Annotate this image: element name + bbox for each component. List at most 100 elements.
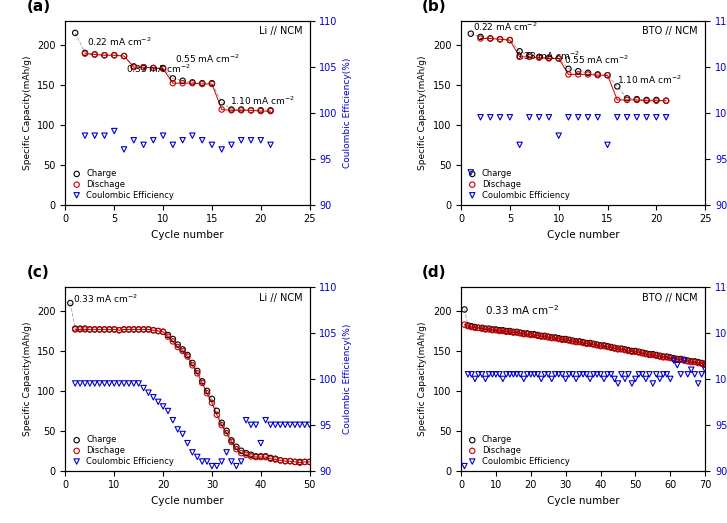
Coulombic Efficiency	[602, 141, 614, 149]
Text: (c): (c)	[26, 265, 49, 280]
Coulombic Efficiency	[511, 370, 523, 379]
Coulombic Efficiency	[631, 113, 643, 121]
Charge	[529, 330, 540, 338]
Dischage	[633, 348, 645, 357]
Dischage	[542, 333, 554, 342]
Dischage	[539, 333, 550, 341]
Dischage	[664, 354, 676, 362]
Charge	[591, 340, 603, 349]
Charge	[515, 328, 526, 337]
Coulombic Efficiency	[651, 370, 662, 379]
Charge	[206, 79, 218, 87]
Dischage	[612, 345, 624, 354]
Charge	[279, 457, 291, 465]
Charge	[518, 329, 529, 337]
Charge	[99, 325, 111, 334]
Charge	[469, 323, 481, 331]
Charge	[689, 357, 701, 366]
Charge	[668, 354, 680, 362]
Coulombic Efficiency	[563, 113, 574, 121]
Dischage	[475, 35, 486, 43]
Charge	[500, 327, 512, 335]
Coulombic Efficiency	[255, 439, 267, 447]
Dischage	[230, 445, 242, 453]
Coulombic Efficiency	[480, 374, 491, 383]
Coulombic Efficiency	[518, 374, 529, 383]
Coulombic Efficiency	[191, 453, 203, 461]
Dischage	[543, 54, 555, 63]
Dischage	[187, 361, 198, 370]
Coulombic Efficiency	[483, 370, 495, 379]
Dischage	[494, 35, 506, 43]
Dischage	[89, 50, 100, 59]
Coulombic Efficiency	[484, 113, 496, 121]
Charge	[465, 29, 477, 38]
Charge	[177, 345, 188, 354]
Text: Li // NCM: Li // NCM	[259, 293, 302, 303]
Charge	[196, 377, 208, 385]
Dischage	[148, 326, 159, 334]
Dischage	[595, 342, 606, 350]
Charge	[504, 36, 515, 44]
Y-axis label: Specific Capacity(mAh/g): Specific Capacity(mAh/g)	[23, 322, 32, 436]
Charge	[108, 325, 120, 334]
Coulombic Efficiency	[699, 366, 711, 374]
Charge	[484, 35, 496, 43]
Coulombic Efficiency	[664, 374, 676, 383]
Dischage	[265, 454, 276, 463]
X-axis label: Cycle number: Cycle number	[547, 230, 619, 240]
Charge	[622, 346, 634, 355]
Coulombic Efficiency	[608, 374, 620, 383]
Dischage	[245, 106, 257, 115]
Charge	[574, 337, 585, 346]
Coulombic Efficiency	[605, 370, 616, 379]
Coulombic Efficiency	[216, 457, 228, 465]
Dischage	[469, 324, 481, 332]
Dischage	[119, 52, 130, 60]
Dischage	[582, 70, 594, 78]
Dischage	[574, 338, 585, 346]
Dischage	[304, 458, 316, 466]
Coulombic Efficiency	[525, 370, 537, 379]
Charge	[640, 96, 652, 104]
Dischage	[221, 429, 233, 437]
Dischage	[157, 65, 169, 73]
Coulombic Efficiency	[119, 145, 130, 154]
Coulombic Efficiency	[523, 113, 535, 121]
Dischage	[74, 325, 86, 334]
Text: (d): (d)	[422, 265, 446, 280]
Dischage	[560, 336, 571, 344]
Coulombic Efficiency	[459, 462, 470, 470]
Dischage	[581, 339, 593, 348]
Y-axis label: Specific Capacity(mAh/g): Specific Capacity(mAh/g)	[23, 55, 32, 170]
Coulombic Efficiency	[142, 389, 154, 397]
Dischage	[567, 337, 579, 346]
Dischage	[546, 334, 558, 343]
Coulombic Efficiency	[157, 402, 169, 411]
Dischage	[521, 330, 533, 338]
Coulombic Efficiency	[563, 370, 575, 379]
Dischage	[148, 64, 159, 72]
Dischage	[534, 53, 545, 62]
Dischage	[225, 438, 237, 446]
Dischage	[563, 336, 575, 345]
Coulombic Efficiency	[284, 420, 296, 429]
Coulombic Efficiency	[473, 370, 484, 379]
Dischage	[585, 339, 596, 348]
Coulombic Efficiency	[486, 370, 498, 379]
Legend: Charge, Dischage, Coulombic Efficiency: Charge, Dischage, Coulombic Efficiency	[70, 168, 175, 200]
Legend: Charge, Dischage, Coulombic Efficiency: Charge, Dischage, Coulombic Efficiency	[70, 435, 175, 467]
Dischage	[643, 351, 655, 359]
Dischage	[640, 97, 652, 105]
Coulombic Efficiency	[465, 168, 477, 177]
Coulombic Efficiency	[611, 113, 623, 121]
Dischage	[654, 353, 666, 361]
Charge	[250, 452, 262, 461]
Charge	[187, 359, 198, 367]
Coulombic Efficiency	[500, 370, 512, 379]
Charge	[643, 350, 655, 358]
Dischage	[299, 458, 310, 466]
Coulombic Efficiency	[299, 420, 310, 429]
Dischage	[675, 356, 686, 364]
Charge	[483, 324, 495, 333]
